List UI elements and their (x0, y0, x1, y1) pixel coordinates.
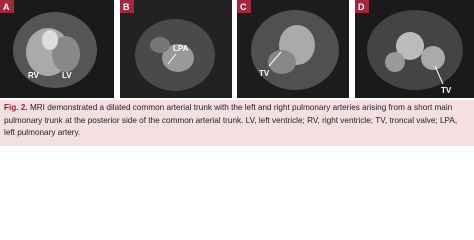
caption-text: MRI demonstrated a dilated common arteri… (4, 103, 458, 137)
panel-label: D (358, 2, 365, 12)
panel-c: C TV (237, 0, 349, 98)
arrow (167, 53, 177, 65)
caption-label: Fig. 2. (4, 103, 28, 112)
panel-b: B LPA (120, 0, 232, 98)
annotation: LPA (173, 44, 189, 53)
arrow (268, 51, 282, 67)
annotation: TV (441, 86, 452, 95)
panel-a: A RV LV (0, 0, 114, 98)
panel-label: A (3, 2, 10, 12)
figure-page: A RV LV B LPA C TV D TV Fig. 2. MRI demo… (0, 0, 474, 146)
panel-label: B (123, 2, 130, 12)
caption: Fig. 2. MRI demonstrated a dilated commo… (0, 100, 474, 146)
panel-label: C (240, 2, 247, 12)
annotation: LV (62, 71, 72, 80)
annotation: RV (28, 71, 40, 80)
arrow (434, 65, 444, 85)
panel-d: D TV (355, 0, 474, 98)
annotation: TV (259, 69, 270, 78)
